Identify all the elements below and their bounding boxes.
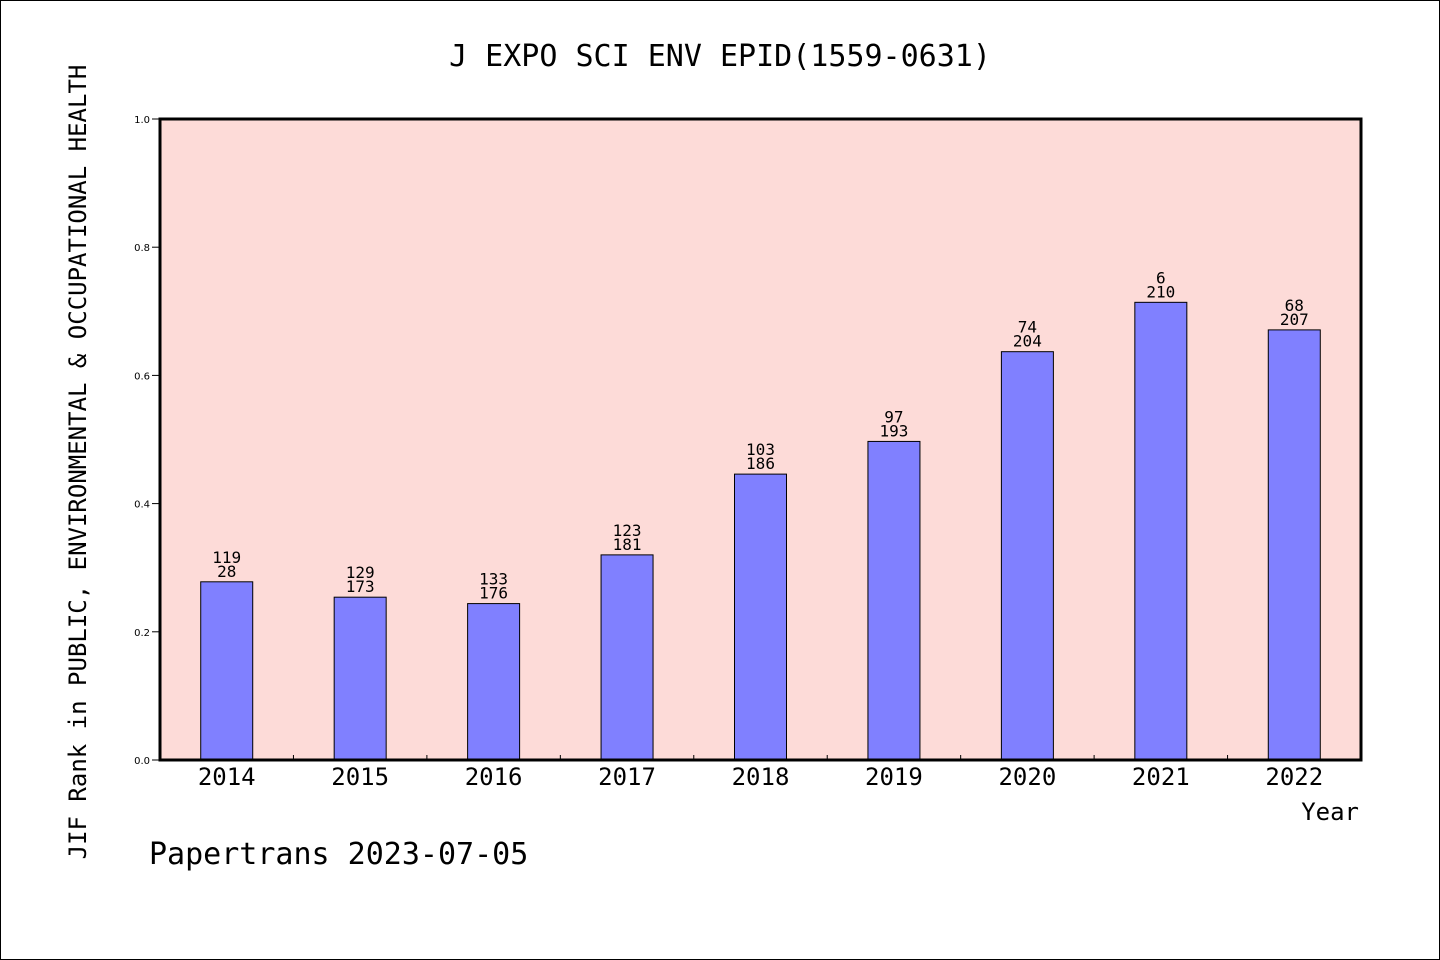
bar	[734, 473, 787, 761]
x-tick-label: 2021	[1132, 763, 1190, 791]
x-tick-label: 2022	[1265, 763, 1323, 791]
y-tick-label: 0.4	[134, 500, 150, 511]
bar-rank-label: 68	[1285, 296, 1304, 315]
x-axis-label: Year	[1301, 798, 1359, 826]
x-tick-label: 2017	[598, 763, 656, 791]
x-tick-label: 2016	[465, 763, 523, 791]
bar	[867, 440, 921, 761]
bar-total-label: 173	[346, 577, 375, 596]
x-tick-label: 2019	[865, 763, 923, 791]
bar-total-label: 193	[879, 421, 908, 440]
bar	[1000, 351, 1054, 761]
bar	[1134, 301, 1188, 761]
y-tick-label: 0.8	[134, 243, 150, 254]
y-tick-label: 0.0	[134, 756, 150, 767]
y-tick-label: 1.0	[134, 115, 150, 126]
bar-rank-label: 97	[884, 407, 903, 426]
y-axis-label: JIF Rank in PUBLIC, ENVIRONMENTAL & OCCU…	[64, 65, 92, 860]
bar-rank-label: 6	[1156, 268, 1166, 287]
bar-rank-label: 119	[212, 548, 241, 567]
x-tick-label: 2018	[732, 763, 790, 791]
bar-rank-label: 123	[613, 521, 642, 540]
bar-rank-label: 74	[1018, 318, 1037, 337]
chart-title: J EXPO SCI ENV EPID(1559-0631)	[449, 39, 991, 74]
bar-total-label: 28	[217, 562, 236, 581]
bar	[600, 554, 654, 761]
x-axis: 2014 2015 2016 2017 2018 2019 2020 2021 2022	[198, 755, 1323, 791]
bar-rank-label: 103	[746, 440, 775, 459]
plot-border	[158, 117, 1363, 762]
y-tick-label: 0.6	[134, 371, 150, 382]
bar	[200, 581, 254, 761]
bar-total-label: 176	[479, 584, 508, 603]
bar	[333, 596, 387, 761]
bar-total-label: 204	[1013, 332, 1042, 351]
footer-text: Papertrans 2023-07-05	[149, 837, 528, 872]
bar-rank-label: 133	[479, 570, 508, 589]
x-tick-label: 2015	[331, 763, 389, 791]
bar-total-label: 181	[613, 535, 642, 554]
y-tick-label: 0.2	[134, 628, 150, 639]
bar-total-label: 186	[746, 454, 775, 473]
bar	[467, 603, 521, 761]
y-axis: 0.0 0.2 0.4 0.6 0.8 1.0	[134, 115, 160, 767]
x-tick-label: 2020	[998, 763, 1056, 791]
bar-total-label: 207	[1280, 310, 1309, 329]
bar	[1267, 329, 1321, 761]
x-tick-label: 2014	[198, 763, 256, 791]
bar-total-label: 210	[1146, 282, 1175, 301]
bar-rank-label: 129	[346, 563, 375, 582]
